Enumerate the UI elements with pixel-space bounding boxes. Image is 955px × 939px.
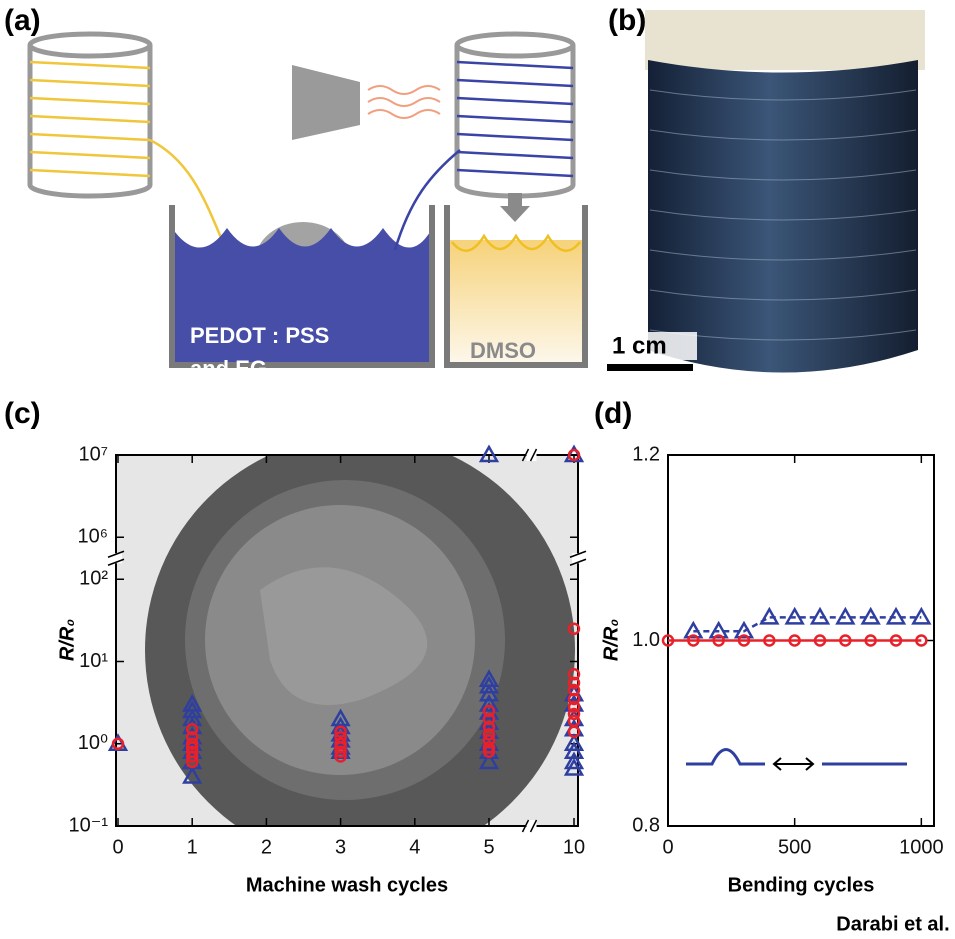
x-tick-label: 10 [563, 836, 585, 858]
panel-label: (d) [594, 397, 632, 430]
y-tick-label: 10⁶ [78, 526, 108, 548]
y-tick-label: 10² [79, 568, 108, 590]
x-tick-label: 1 [187, 836, 198, 858]
x-tick-label: 0 [112, 836, 123, 858]
x-tick-label: 4 [409, 836, 420, 858]
x-tick-label: 3 [335, 836, 346, 858]
beaker-label: and EG [190, 356, 267, 381]
figure: (a) (b) (c) (d) [0, 0, 955, 939]
y-tick-label: 0.8 [632, 814, 660, 836]
x-axis-label: Machine wash cycles [246, 874, 448, 896]
y-tick-label: 1.0 [632, 629, 660, 651]
x-tick-label: 500 [778, 836, 811, 858]
y-tick-label: 1.2 [632, 443, 660, 465]
y-axis-label: R/R₀ [56, 619, 78, 661]
panel-label: (c) [4, 397, 41, 430]
y-tick-label: 10¹ [79, 650, 108, 672]
panel-label: (b) [608, 4, 646, 37]
credit: Darabi et al. 2020 [836, 913, 955, 935]
y-tick-label: 10⁻¹ [69, 814, 109, 836]
y-tick-label: 10⁰ [78, 732, 108, 754]
scale-bar-label: 1 cm [612, 332, 667, 359]
process-diagram: PEDOT : PSS and EG DMSO [30, 34, 585, 381]
fiber-photo: 1 cm [605, 10, 925, 373]
bending-icon [686, 750, 907, 771]
y-tick-label: 10⁷ [79, 443, 108, 465]
beaker-label: PEDOT : PSS [190, 323, 329, 348]
x-tick-label: 0 [662, 836, 673, 858]
panel-label: (a) [4, 4, 41, 37]
x-tick-label: 2 [261, 836, 272, 858]
x-tick-label: 5 [483, 836, 494, 858]
y-axis-label: R/R₀ [600, 619, 622, 661]
bath-label: DMSO [470, 338, 536, 363]
washer-photo [116, 435, 578, 865]
x-tick-label: 1000 [899, 836, 944, 858]
x-axis-label: Bending cycles [728, 874, 875, 896]
